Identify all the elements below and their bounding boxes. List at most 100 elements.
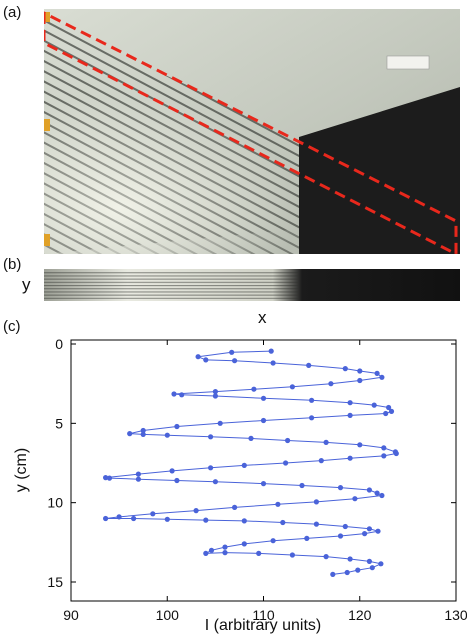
data-point — [313, 499, 319, 505]
plot-frame — [70, 339, 457, 602]
data-point — [270, 538, 276, 544]
data-point — [379, 492, 385, 499]
clip-marker-3 — [44, 12, 50, 22]
data-point — [203, 357, 209, 363]
x-tick-labels: 90 100 110 120 130 — [63, 607, 467, 623]
data-point — [309, 415, 315, 421]
data-point — [285, 437, 291, 444]
data-point — [374, 370, 380, 376]
axis-ticks — [70, 340, 457, 601]
data-point — [179, 392, 185, 398]
strip-axis-x-letter: x — [258, 308, 267, 327]
data-point — [212, 393, 218, 399]
panel-label-c: (c) — [3, 318, 21, 335]
data-point — [378, 561, 384, 567]
data-point — [383, 410, 389, 417]
data-point — [347, 412, 353, 418]
data-point — [352, 496, 358, 502]
data-point — [217, 420, 223, 426]
data-point — [306, 362, 312, 368]
data-point — [355, 567, 361, 573]
data-point — [309, 397, 315, 403]
data-point — [212, 479, 218, 485]
panel-label-a: (a) — [3, 4, 22, 21]
stripe-zone-overlay — [44, 19, 299, 254]
data-point — [344, 569, 350, 576]
strip-lines — [44, 271, 299, 299]
data-point — [241, 462, 247, 468]
data-point — [289, 384, 295, 390]
data-point — [275, 501, 281, 507]
data-point — [164, 432, 170, 438]
data-point — [328, 381, 334, 387]
data-point — [342, 523, 348, 530]
data-point — [203, 550, 209, 556]
y-axis-label: y (cm) — [13, 448, 30, 492]
data-point — [375, 528, 381, 534]
data-point — [131, 515, 137, 522]
data-point — [374, 490, 380, 496]
data-point — [208, 547, 215, 553]
data-point — [241, 541, 247, 547]
data-point — [164, 516, 170, 522]
data-point — [203, 517, 209, 523]
strip-axis-y-letter: y — [22, 275, 31, 294]
data-point — [342, 366, 348, 372]
x-tick-label: 120 — [348, 607, 372, 623]
data-point — [251, 386, 257, 392]
data-point — [323, 554, 329, 560]
data-point — [280, 519, 286, 526]
x-tick-label: 90 — [63, 607, 79, 623]
series-line — [105, 350, 398, 575]
data-point — [135, 471, 141, 477]
data-point — [232, 504, 238, 510]
data-point — [222, 550, 228, 556]
data-point — [127, 431, 133, 437]
data-point — [174, 423, 180, 430]
data-point — [323, 439, 329, 445]
photo-surface-pattern — [44, 9, 460, 254]
data-point — [362, 531, 368, 537]
y-tick-label: 0 — [55, 336, 63, 352]
data-point — [347, 556, 353, 562]
data-point — [337, 533, 344, 539]
data-point — [386, 404, 392, 411]
y-tick-labels: 0 5 10 15 — [47, 336, 63, 590]
data-point — [366, 487, 372, 493]
data-point — [103, 515, 109, 522]
data-point — [248, 435, 254, 441]
data-point — [135, 476, 141, 482]
x-tick-label: 100 — [156, 607, 180, 623]
data-point — [304, 535, 310, 541]
y-tick-label: 15 — [47, 574, 63, 590]
data-point — [381, 453, 387, 459]
clip-marker-2 — [44, 234, 50, 246]
data-point — [222, 544, 228, 550]
x-tick-label: 110 — [252, 607, 275, 623]
data-point — [381, 445, 387, 451]
data-point — [260, 395, 267, 401]
y-tick-label: 5 — [55, 415, 63, 431]
intensity-profile-chart: 0 5 10 15 90 100 110 120 130 I (arbitrary units… — [13, 336, 467, 634]
data-point — [260, 481, 267, 487]
data-point — [174, 477, 180, 484]
data-point — [366, 558, 372, 564]
data-point — [260, 417, 267, 424]
data-point — [357, 368, 363, 374]
data-point — [195, 354, 201, 360]
data-point — [208, 465, 214, 471]
series-points — [103, 348, 399, 577]
data-point — [171, 391, 177, 397]
data-point — [283, 460, 289, 466]
x-tick-label: 130 — [444, 607, 467, 623]
data-point — [193, 508, 199, 514]
data-point — [393, 450, 399, 457]
data-point — [318, 458, 324, 464]
data-point — [357, 377, 363, 384]
data-point — [388, 408, 395, 414]
data-point — [366, 526, 372, 532]
data-point — [337, 485, 344, 491]
data-point — [150, 511, 156, 517]
photo-extracted-strip — [44, 269, 460, 301]
data-point — [232, 358, 238, 364]
